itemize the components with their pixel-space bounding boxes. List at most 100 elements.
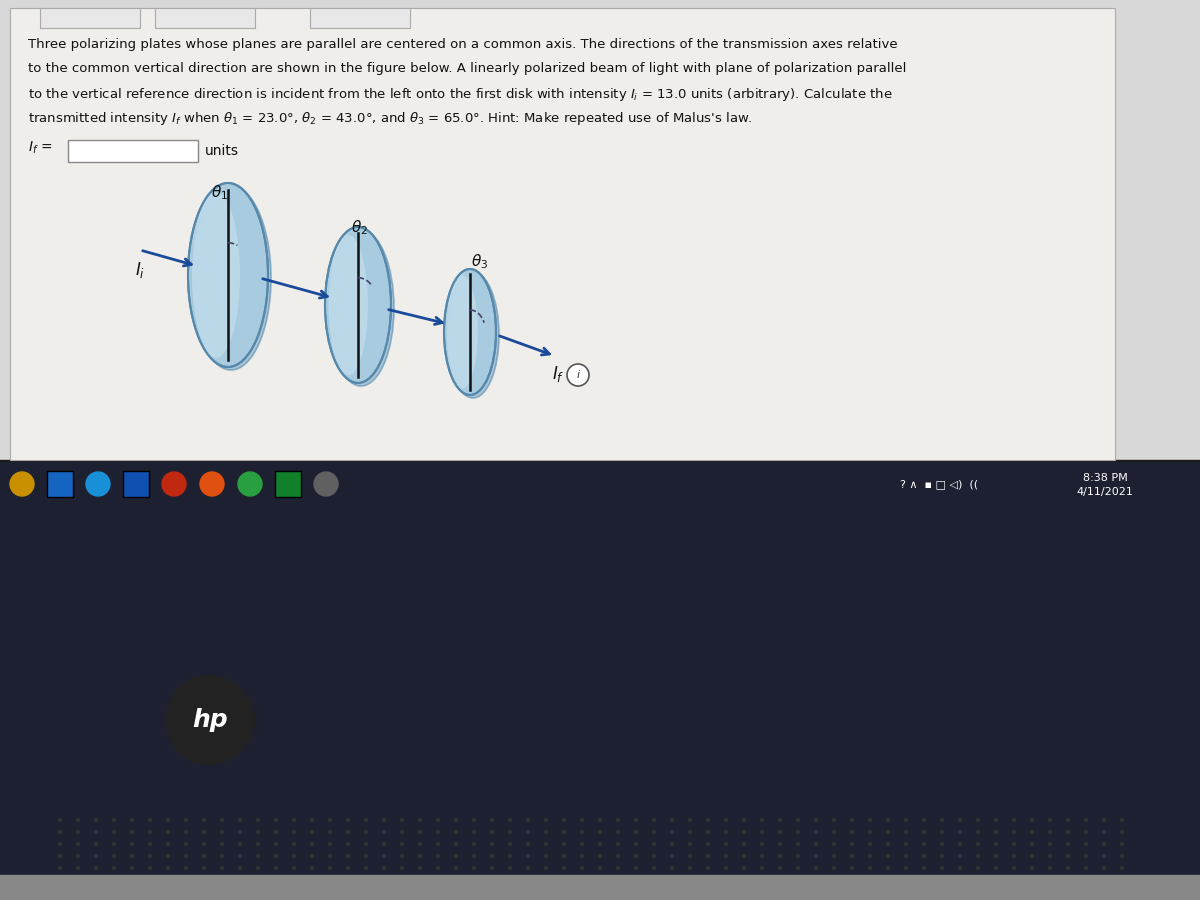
Circle shape — [329, 842, 331, 845]
Circle shape — [491, 867, 493, 869]
Circle shape — [131, 842, 133, 845]
Text: units: units — [205, 144, 239, 158]
FancyBboxPatch shape — [47, 471, 73, 497]
Circle shape — [1085, 842, 1087, 845]
Circle shape — [1121, 854, 1123, 858]
Circle shape — [311, 818, 313, 822]
Circle shape — [455, 831, 457, 833]
Circle shape — [77, 842, 79, 845]
Circle shape — [545, 854, 547, 858]
Circle shape — [833, 831, 835, 833]
FancyBboxPatch shape — [40, 8, 140, 28]
Circle shape — [527, 842, 529, 845]
Circle shape — [851, 854, 853, 858]
Circle shape — [347, 818, 349, 822]
Circle shape — [455, 818, 457, 822]
Circle shape — [977, 867, 979, 869]
Text: Three polarizing plates whose planes are parallel are centered on a common axis.: Three polarizing plates whose planes are… — [28, 38, 898, 51]
Circle shape — [689, 867, 691, 869]
Circle shape — [221, 831, 223, 833]
Circle shape — [239, 842, 241, 845]
Circle shape — [923, 818, 925, 822]
Circle shape — [725, 842, 727, 845]
Ellipse shape — [444, 269, 496, 395]
Circle shape — [599, 854, 601, 858]
Circle shape — [293, 854, 295, 858]
Circle shape — [149, 867, 151, 869]
Circle shape — [149, 818, 151, 822]
Circle shape — [311, 831, 313, 833]
Circle shape — [59, 831, 61, 833]
Circle shape — [1121, 831, 1123, 833]
Circle shape — [401, 842, 403, 845]
Circle shape — [761, 854, 763, 858]
Circle shape — [527, 867, 529, 869]
Circle shape — [365, 831, 367, 833]
Circle shape — [311, 854, 313, 858]
Circle shape — [473, 831, 475, 833]
Circle shape — [545, 867, 547, 869]
Circle shape — [761, 867, 763, 869]
Circle shape — [131, 854, 133, 858]
Circle shape — [1049, 854, 1051, 858]
Circle shape — [725, 818, 727, 822]
Circle shape — [779, 831, 781, 833]
Circle shape — [959, 854, 961, 858]
Circle shape — [383, 854, 385, 858]
FancyBboxPatch shape — [10, 8, 1115, 460]
Circle shape — [815, 842, 817, 845]
Circle shape — [815, 854, 817, 858]
Circle shape — [635, 854, 637, 858]
Circle shape — [797, 854, 799, 858]
Circle shape — [779, 842, 781, 845]
Circle shape — [293, 867, 295, 869]
Circle shape — [1049, 867, 1051, 869]
Circle shape — [1031, 854, 1033, 858]
Circle shape — [491, 842, 493, 845]
Circle shape — [113, 831, 115, 833]
Circle shape — [617, 818, 619, 822]
Circle shape — [1121, 818, 1123, 822]
Circle shape — [851, 818, 853, 822]
Circle shape — [851, 867, 853, 869]
Circle shape — [959, 867, 961, 869]
Circle shape — [167, 842, 169, 845]
Circle shape — [419, 867, 421, 869]
Circle shape — [1103, 854, 1105, 858]
Circle shape — [977, 831, 979, 833]
Circle shape — [959, 842, 961, 845]
Circle shape — [977, 818, 979, 822]
Text: $I_i$: $I_i$ — [134, 260, 145, 280]
Circle shape — [162, 472, 186, 496]
Circle shape — [509, 831, 511, 833]
Circle shape — [568, 364, 589, 386]
Circle shape — [1031, 867, 1033, 869]
Circle shape — [977, 854, 979, 858]
Circle shape — [653, 831, 655, 833]
Circle shape — [599, 842, 601, 845]
Ellipse shape — [446, 275, 478, 389]
Circle shape — [401, 867, 403, 869]
Circle shape — [1085, 831, 1087, 833]
Circle shape — [59, 854, 61, 858]
Circle shape — [905, 842, 907, 845]
Circle shape — [167, 818, 169, 822]
Circle shape — [437, 854, 439, 858]
Text: to the common vertical direction are shown in the figure below. A linearly polar: to the common vertical direction are sho… — [28, 62, 906, 75]
Circle shape — [347, 831, 349, 833]
Circle shape — [545, 831, 547, 833]
Circle shape — [869, 818, 871, 822]
Circle shape — [275, 831, 277, 833]
Circle shape — [401, 854, 403, 858]
Circle shape — [761, 842, 763, 845]
Circle shape — [617, 842, 619, 845]
Circle shape — [761, 818, 763, 822]
Circle shape — [509, 854, 511, 858]
Circle shape — [1085, 818, 1087, 822]
Circle shape — [941, 818, 943, 822]
Circle shape — [59, 867, 61, 869]
Circle shape — [1103, 842, 1105, 845]
Circle shape — [653, 867, 655, 869]
Circle shape — [797, 842, 799, 845]
Circle shape — [833, 842, 835, 845]
